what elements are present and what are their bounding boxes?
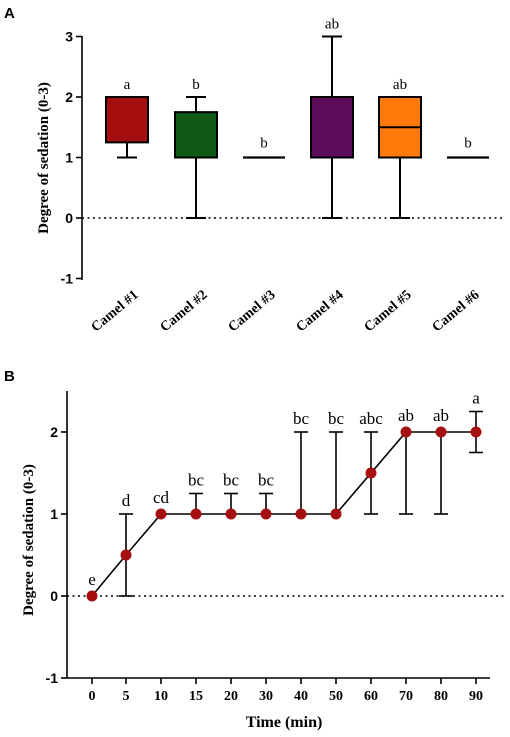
panel-a-y-axis-title: Degree of sedation (0-3) [36,82,52,234]
box-2: b [174,77,218,219]
box-significance-letter: b [260,136,268,152]
panel-b-x-tick-label: 0 [89,689,96,704]
panel-a-y-tick-label: -1 [61,271,74,287]
point-significance-letter: d [122,491,131,510]
box-body [310,96,354,159]
data-point [155,508,167,520]
data-point [295,508,307,520]
panel-a-y-tick-label: 3 [65,29,73,45]
data-point [190,508,202,520]
data-point [330,508,342,520]
panel-a-y-tick-label: 2 [65,89,73,105]
box-significance-letter: ab [393,77,407,93]
data-point [470,426,482,438]
panel-b-letter: B [4,368,15,385]
box-significance-letter: a [124,77,131,93]
panel-b-x-tick-label: 15 [189,689,203,704]
box-significance-letter: ab [325,17,339,33]
panel-a-category-label: Camel #3 [226,288,279,336]
panel-a-category-label: Camel #6 [430,288,483,336]
point-significance-letter: bc [293,409,310,428]
point-significance-letter: ab [433,406,449,425]
panel-b-y-tick-label: -1 [46,670,59,686]
point-significance-letter: bc [328,409,345,428]
panel-b-y-tick-label: 1 [50,506,58,522]
panel-a-letter: A [4,5,15,22]
panel-b-x-tick-label: 10 [154,689,168,704]
panel-b-x-tick-label: 70 [399,689,413,704]
box-6: b [447,136,489,159]
point-significance-letter: bc [188,471,205,490]
data-point [435,426,447,438]
panel-a-y-tick-label: 1 [65,150,73,166]
panel-b-x-tick-label: 30 [259,689,273,704]
box-significance-letter: b [464,136,472,152]
panel-a-category-label: Camel #1 [89,288,142,336]
data-point [225,508,237,520]
point-significance-letter: a [472,389,480,408]
data-point [260,508,272,520]
panel-b-y-tick-label: 2 [50,424,58,440]
box-5: ab [378,77,422,219]
panel-b-x-tick-label: 60 [364,689,378,704]
point-significance-letter: ab [398,406,414,425]
panel-b-x-axis-title: Time (min) [246,714,323,731]
box-body [105,96,149,144]
panel-b-y-axis-title: Degree of sedation (0-3) [21,464,37,616]
point-significance-letter: cd [153,488,170,507]
box-body [174,111,218,159]
panel-a-y-tick-label: 0 [65,210,73,226]
data-point [400,426,412,438]
data-point [365,467,377,479]
panel-b-x-tick-label: 20 [224,689,238,704]
box-1: a [105,77,149,159]
panel-b-x-tick-label: 40 [294,689,308,704]
point-significance-letter: e [88,570,96,589]
panel-a-category-label: Camel #5 [362,288,415,336]
data-point [86,590,98,602]
panel-b-x-tick-label: 5 [123,689,130,704]
panel-b-x-tick-label: 90 [469,689,483,704]
box-3: b [243,136,285,159]
series-line [91,431,476,597]
box-significance-letter: b [192,77,200,93]
panel-a-category-label: Camel #2 [158,288,211,336]
panel-b-y-tick-label: 0 [50,588,58,604]
point-significance-letter: bc [258,471,275,490]
point-significance-letter: abc [359,409,383,428]
panel-a-category-label: Camel #4 [294,288,347,336]
panel-b-x-tick-label: 80 [434,689,448,704]
point-significance-letter: bc [223,471,240,490]
box-4: ab [310,17,354,219]
panel-b-x-tick-label: 50 [329,689,343,704]
data-point [120,549,132,561]
